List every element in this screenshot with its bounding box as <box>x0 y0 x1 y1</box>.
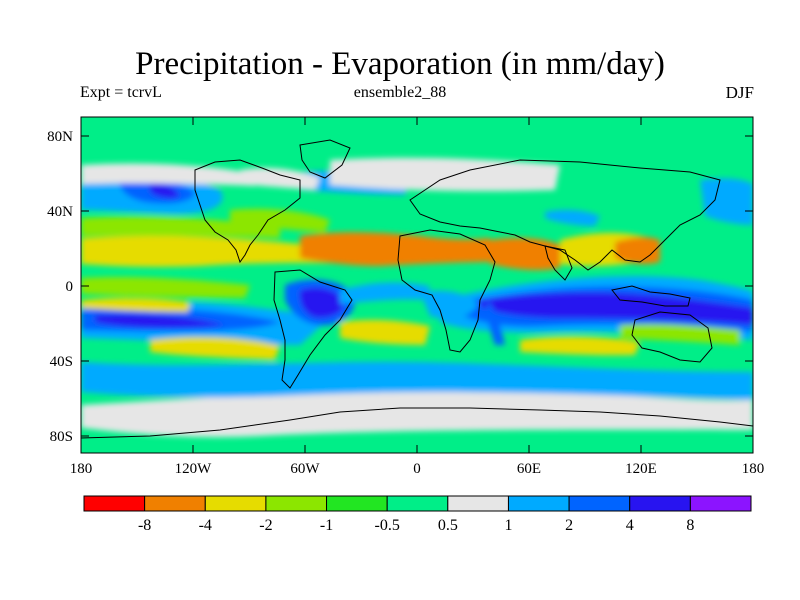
colorbar-label: -8 <box>138 517 151 534</box>
coast-india <box>544 245 573 281</box>
atlantic-itcz-blue <box>340 282 430 304</box>
south-atlantic-yellow <box>340 319 430 345</box>
lon-tick-label: 120W <box>175 461 213 477</box>
latitude-axis: 80N 40N 0 40S 80S <box>47 129 753 445</box>
west-pacific-light-blue <box>700 178 753 225</box>
colorbar-swatch <box>386 495 449 512</box>
lat-tick-label: 80S <box>50 429 73 445</box>
central-africa-blue <box>420 290 478 319</box>
madagascar-blue <box>487 300 505 345</box>
arctic-white-band <box>81 163 260 186</box>
lat-tick-label: 0 <box>66 279 74 295</box>
contour-field <box>81 117 753 453</box>
colorbar-swatch <box>507 495 570 512</box>
longitude-axis: 180 120W 60W 0 60E 120E 180 <box>70 117 765 477</box>
lon-tick-label: 60W <box>290 461 320 477</box>
north-pacific-indigo <box>150 183 180 199</box>
northern-eurasia-white <box>330 157 560 192</box>
coast-maritime-continent <box>611 285 691 307</box>
experiment-label: Expt = tcrvL <box>80 84 162 101</box>
coastlines <box>81 139 753 439</box>
coast-south-america <box>273 269 353 389</box>
arabian-sea-orange <box>490 237 560 271</box>
ensemble-label: ensemble2_88 <box>353 84 447 101</box>
eastern-pacific-yellow <box>81 297 190 312</box>
colorbar-label: -2 <box>259 517 272 534</box>
lon-tick-label: 0 <box>413 461 421 477</box>
sahara-arabia-orange <box>300 232 490 266</box>
colorbar-swatch <box>83 495 146 512</box>
north-atlantic-lime <box>230 208 330 232</box>
colorbar-swatch <box>326 495 388 512</box>
coast-antarctica <box>81 407 753 439</box>
mediterranean-light-blue <box>545 209 600 226</box>
coast-north-america <box>194 159 301 264</box>
coast-africa <box>397 229 496 353</box>
colorbar-label: 8 <box>686 517 694 534</box>
southern-storm-track-light-blue <box>81 361 753 400</box>
lat-tick-label: 40N <box>47 204 73 220</box>
lat-tick-label: 80N <box>47 129 73 145</box>
south-indian-yellow <box>520 336 640 356</box>
colorbar-label: -0.5 <box>375 517 400 534</box>
colorbar-label: 4 <box>626 517 634 534</box>
colorbar-label: 1 <box>504 517 512 534</box>
colorbar-swatch <box>629 495 691 512</box>
colorbar-swatch <box>689 495 752 512</box>
colorbar-swatch <box>568 495 631 512</box>
colorbar-swatch <box>144 495 206 512</box>
coast-eurasia <box>409 159 721 271</box>
figure-title: Precipitation - Evaporation (in mm/day) <box>135 46 665 82</box>
colorbar-swatch <box>265 495 328 512</box>
colorbar-label: 0.5 <box>438 517 458 534</box>
south-china-sea-orange <box>615 237 660 265</box>
colorbar: -8 -4 -2 -1 -0.5 0.5 1 2 4 8 <box>83 495 752 534</box>
south-pacific-indigo-core <box>95 314 225 328</box>
lat-tick-label: 40S <box>50 354 73 370</box>
colorbar-label: 2 <box>565 517 573 534</box>
south-pacific-yellow <box>150 337 280 360</box>
itcz-indian-indigo-core <box>480 292 753 325</box>
south-america-indigo <box>299 287 344 318</box>
lon-tick-label: 60E <box>517 461 541 477</box>
colorbar-label: -4 <box>199 517 212 534</box>
lon-tick-label: 180 <box>742 461 765 477</box>
colorbar-swatch <box>447 495 509 512</box>
coast-greenland <box>299 139 351 179</box>
colorbar-swatch <box>204 495 267 512</box>
lon-tick-label: 180 <box>70 461 93 477</box>
coast-australia <box>631 311 713 363</box>
east-pacific-light-green <box>81 277 250 298</box>
lon-tick-label: 120E <box>625 461 657 477</box>
southern-ocean-white-band <box>81 389 753 438</box>
season-label: DJF <box>725 83 754 102</box>
colorbar-label: -1 <box>320 517 333 534</box>
